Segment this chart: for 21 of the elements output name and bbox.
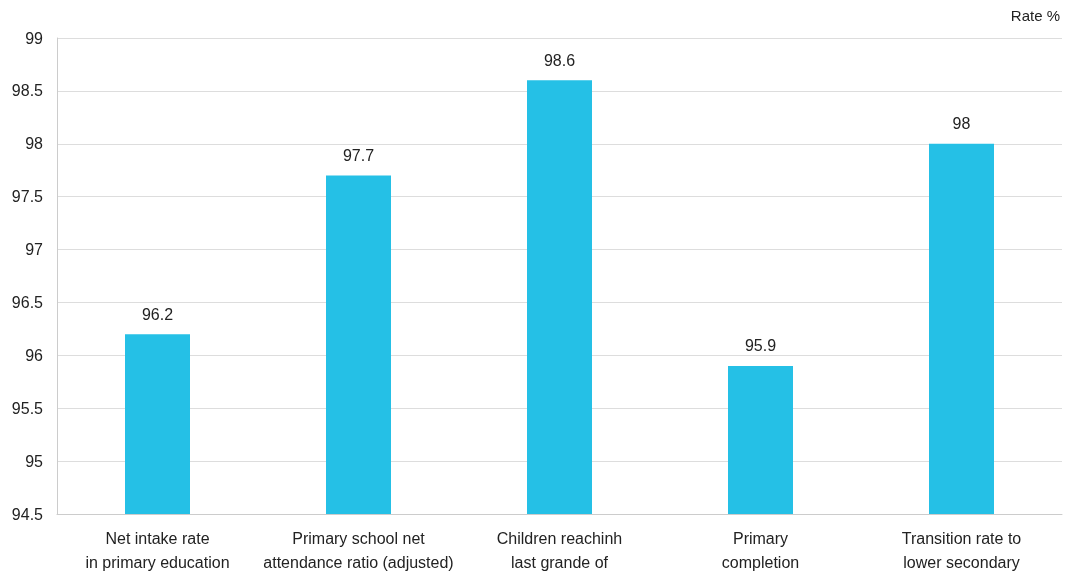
y-tick-label: 99: [25, 29, 44, 47]
y-tick-label: 98: [25, 135, 44, 153]
y-tick-label: 96.5: [11, 293, 44, 311]
data-label: 98.6: [543, 51, 576, 69]
x-tick-label: Transition rate to lower secondary: [901, 529, 1022, 571]
x-tick-label: Primary completion: [721, 529, 800, 571]
data-label: 96.2: [141, 305, 174, 323]
y-tick-label: 98.5: [11, 82, 44, 100]
data-label: 98: [952, 115, 971, 133]
y-tick-label: 97: [25, 241, 44, 259]
y-axis-title: Rate %: [1010, 7, 1060, 24]
data-label: 95.9: [744, 337, 777, 355]
x-tick-label: Children reachinh last grande of: [496, 529, 623, 571]
y-tick-label: 95: [25, 452, 44, 470]
x-tick-label: Primary school net attendance ratio (adjusted): [263, 529, 454, 571]
y-tick-label: 95.5: [11, 399, 44, 417]
y-tick-label: 97.5: [11, 188, 44, 206]
x-tick-label: Net intake rate in primary education: [85, 529, 230, 571]
y-tick-label: 94.5: [11, 505, 44, 523]
y-tick-label: 96: [25, 346, 44, 364]
data-label: 97.7: [342, 147, 375, 165]
